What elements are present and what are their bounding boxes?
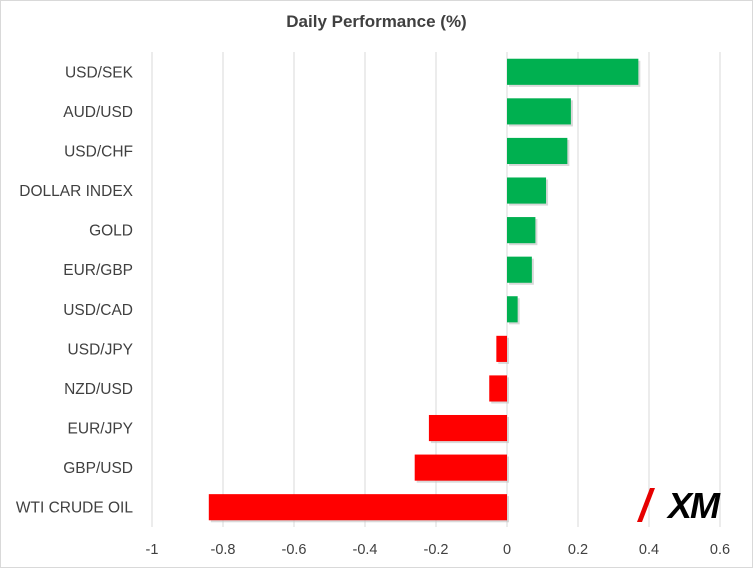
category-label: EUR/GBP <box>63 262 133 279</box>
bar <box>208 494 508 521</box>
bar <box>507 296 518 323</box>
x-tick-label: -0.8 <box>211 542 236 558</box>
x-tick-label: -0.6 <box>282 542 307 558</box>
bars <box>208 58 641 523</box>
category-label: AUD/USD <box>63 104 133 121</box>
category-label: GBP/USD <box>63 460 133 477</box>
bar <box>507 217 536 244</box>
bar <box>507 177 547 204</box>
x-tick-label: -1 <box>146 542 159 558</box>
category-label: EUR/JPY <box>68 421 133 438</box>
bar <box>489 375 507 402</box>
category-label: WTI CRUDE OIL <box>16 500 133 517</box>
category-label: USD/CHF <box>64 143 133 160</box>
logo-text: XM <box>666 485 721 526</box>
logo-slash-mark <box>637 488 655 522</box>
bar <box>507 98 571 125</box>
x-tick-label: -0.4 <box>353 542 378 558</box>
x-tick-labels: -1 -0.8 -0.6 -0.4 -0.2 0 0.2 0.4 0.6 <box>146 542 731 558</box>
bar <box>496 335 507 362</box>
category-labels: USD/SEK AUD/USD USD/CHF DOLLAR INDEX GOLD EUR… <box>16 64 134 516</box>
category-label: USD/SEK <box>65 64 134 81</box>
bar <box>507 137 568 165</box>
x-tick-label: 0 <box>503 542 511 558</box>
bar <box>507 256 532 283</box>
chart-title: Daily Performance (%) <box>286 12 467 31</box>
bar <box>507 58 639 85</box>
category-label: GOLD <box>89 223 133 240</box>
gridlines <box>151 52 721 527</box>
x-tick-label: 0.4 <box>639 542 659 558</box>
x-tick-label: -0.2 <box>424 542 449 558</box>
category-label: USD/JPY <box>68 341 133 358</box>
category-label: DOLLAR INDEX <box>19 183 133 200</box>
bar <box>428 414 507 442</box>
x-tick-label: 0.2 <box>568 542 588 558</box>
x-tick-label: 0.6 <box>710 542 730 558</box>
category-label: NZD/USD <box>64 381 133 398</box>
category-label: USD/CAD <box>63 302 133 319</box>
bar <box>414 454 507 481</box>
